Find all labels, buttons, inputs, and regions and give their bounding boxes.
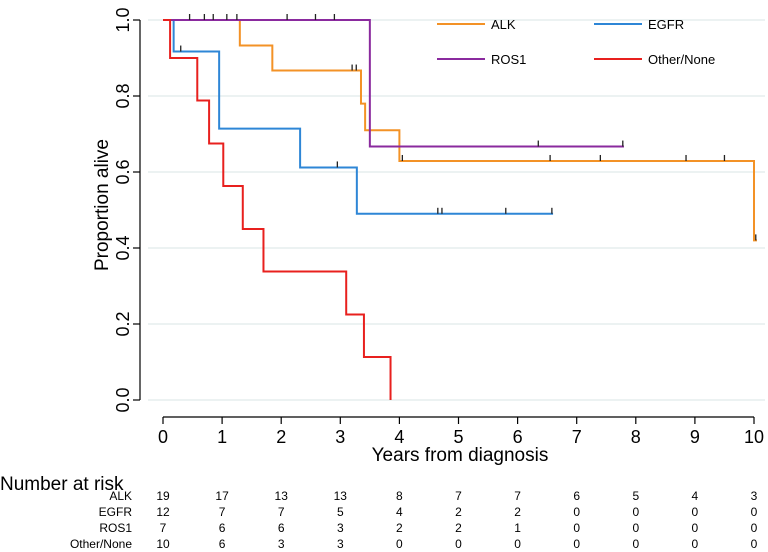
risk-row-egfr: EGFR 12 7 7 5 4 2 2 0 0 0 0 — [99, 505, 758, 519]
x-tick-label-9: 9 — [690, 427, 700, 447]
risk-cell: 0 — [573, 505, 580, 519]
risk-cell: 13 — [334, 489, 348, 503]
x-tick-label-4: 4 — [394, 427, 404, 447]
risk-row-other-none: Other/None 10 6 3 3 0 0 0 0 0 0 0 — [70, 537, 758, 551]
risk-cell: 19 — [156, 489, 170, 503]
axes — [139, 20, 754, 418]
survival-line — [163, 19, 554, 215]
x-axis-title: Years from diagnosis — [372, 445, 549, 466]
risk-cell: 7 — [278, 505, 285, 519]
risk-cell: 0 — [751, 537, 758, 551]
survival-line — [163, 19, 757, 242]
risk-cell: 13 — [275, 489, 289, 503]
risk-cell: 2 — [396, 521, 403, 535]
legend-label: Other/None — [648, 52, 715, 67]
y-tick-label-1: 0.2 — [113, 311, 133, 336]
series-other-none — [163, 19, 392, 400]
risk-cell: 0 — [632, 521, 639, 535]
risk-cell: 0 — [455, 537, 462, 551]
legend-label: EGFR — [648, 17, 684, 32]
legend-item-ros1: ROS1 — [437, 52, 526, 67]
y-axis-title: Proportion alive — [92, 139, 113, 271]
risk-cell: 6 — [219, 521, 226, 535]
risk-cell: 0 — [396, 537, 403, 551]
risk-cell: 7 — [219, 505, 226, 519]
y-axis-ticks: 0.0 0.2 0.4 0.6 0.8 1.0 — [113, 7, 140, 413]
legend-item-egfr: EGFR — [594, 17, 684, 32]
risk-cell: 4 — [692, 489, 699, 503]
risk-row-label: ROS1 — [99, 521, 132, 535]
grid-lines — [148, 19, 765, 401]
x-axis-ticks: 0 1 2 3 4 5 6 7 8 9 10 — [158, 417, 764, 447]
x-tick-label-0: 0 — [158, 427, 168, 447]
risk-cell: 6 — [278, 521, 285, 535]
risk-cell: 5 — [337, 505, 344, 519]
risk-cell: 4 — [396, 505, 403, 519]
risk-cell: 6 — [573, 489, 580, 503]
series-egfr — [163, 19, 554, 215]
x-tick-label-5: 5 — [453, 427, 463, 447]
y-tick-label-4: 0.8 — [113, 83, 133, 108]
series-ros1 — [163, 14, 624, 148]
risk-cell: 10 — [156, 537, 170, 551]
x-tick-label-10: 10 — [744, 427, 764, 447]
risk-cell: 6 — [219, 537, 226, 551]
risk-cell: 7 — [455, 489, 462, 503]
risk-cell: 0 — [751, 505, 758, 519]
legend-label: ALK — [491, 17, 516, 32]
risk-row-label: Other/None — [70, 537, 132, 551]
y-tick-label-2: 0.4 — [113, 235, 133, 260]
risk-cell: 3 — [278, 537, 285, 551]
x-tick-label-7: 7 — [572, 427, 582, 447]
risk-cell: 0 — [751, 521, 758, 535]
survival-line — [163, 19, 392, 400]
risk-row-label: ALK — [109, 489, 132, 503]
y-tick-label-0: 0.0 — [113, 387, 133, 412]
risk-cell: 0 — [573, 537, 580, 551]
legend-label: ROS1 — [491, 52, 526, 67]
risk-cell: 0 — [514, 537, 521, 551]
risk-cell: 7 — [514, 489, 521, 503]
risk-cell: 1 — [514, 521, 521, 535]
risk-cell: 2 — [455, 505, 462, 519]
risk-cell: 0 — [573, 521, 580, 535]
risk-table-title: Number at risk — [0, 474, 124, 495]
x-tick-label-8: 8 — [631, 427, 641, 447]
risk-cell: 3 — [337, 521, 344, 535]
risk-cell: 8 — [396, 489, 403, 503]
x-tick-label-1: 1 — [217, 427, 227, 447]
risk-cell: 0 — [692, 521, 699, 535]
legend-item-alk: ALK — [437, 17, 516, 32]
risk-cell: 3 — [751, 489, 758, 503]
x-tick-label-3: 3 — [335, 427, 345, 447]
y-tick-label-5: 1.0 — [113, 7, 133, 32]
legend: ALK EGFR ROS1 Other/None — [437, 17, 715, 67]
x-tick-label-6: 6 — [513, 427, 523, 447]
y-tick-label-3: 0.6 — [113, 159, 133, 184]
survival-line — [163, 19, 624, 148]
risk-cell: 7 — [160, 521, 167, 535]
x-tick-label-2: 2 — [276, 427, 286, 447]
risk-cell: 5 — [632, 489, 639, 503]
risk-cell: 0 — [632, 537, 639, 551]
risk-cell: 0 — [632, 505, 639, 519]
risk-cell: 3 — [337, 537, 344, 551]
risk-cell: 2 — [455, 521, 462, 535]
risk-row-alk: ALK 19 17 13 13 8 7 7 6 5 4 3 — [109, 489, 757, 503]
risk-cell: 0 — [692, 505, 699, 519]
risk-row-ros1: ROS1 7 6 6 3 2 2 1 0 0 0 0 — [99, 521, 757, 535]
risk-cell: 2 — [514, 505, 521, 519]
survival-curves — [163, 14, 757, 400]
legend-item-other-none: Other/None — [594, 52, 715, 67]
risk-row-label: EGFR — [99, 505, 133, 519]
risk-cell: 12 — [156, 505, 170, 519]
risk-cell: 0 — [692, 537, 699, 551]
series-alk — [163, 19, 757, 242]
risk-cell: 17 — [215, 489, 229, 503]
